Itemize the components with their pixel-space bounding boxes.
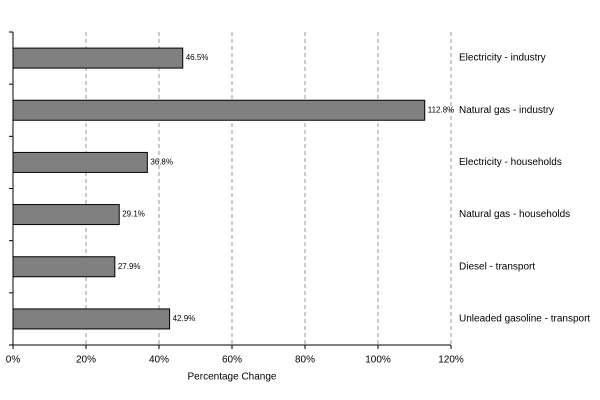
- bar: [12, 308, 171, 330]
- x-tick-label: 20%: [76, 355, 96, 366]
- value-label: 42.9%: [173, 314, 196, 323]
- value-label: 36.8%: [150, 158, 173, 167]
- bar: [12, 204, 120, 226]
- value-label: 112.8%: [428, 105, 455, 114]
- value-label: 46.5%: [186, 53, 209, 62]
- category-label: Natural gas - industry: [459, 105, 554, 116]
- bar: [12, 151, 148, 173]
- x-tick-label: 120%: [438, 355, 464, 366]
- bar: [12, 47, 184, 69]
- x-tick-label: 100%: [365, 355, 391, 366]
- bar: [12, 256, 116, 278]
- category-label: Electricity - households: [459, 157, 562, 168]
- category-label: Unleaded gasoline - transport: [459, 314, 590, 325]
- x-tick-label: 0%: [6, 355, 21, 366]
- value-label: 27.9%: [118, 262, 141, 271]
- category-label: Electricity - industry: [459, 53, 546, 64]
- bar: [12, 99, 426, 121]
- x-axis-label: Percentage Change: [188, 372, 277, 383]
- category-label: Natural gas - households: [459, 209, 570, 220]
- value-label: 29.1%: [122, 210, 145, 219]
- category-label: Diesel - transport: [459, 261, 535, 272]
- x-tick-label: 80%: [295, 355, 315, 366]
- x-tick-label: 60%: [222, 355, 242, 366]
- x-tick-label: 40%: [149, 355, 169, 366]
